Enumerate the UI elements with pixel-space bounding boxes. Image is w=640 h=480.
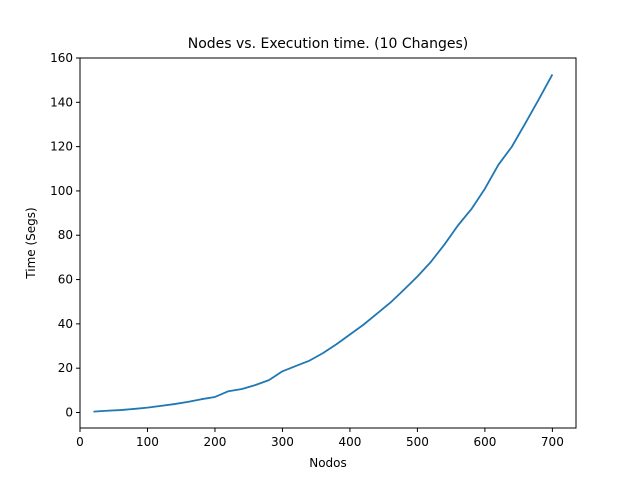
y-axis-ticks: 0 20 40 60 80 100 120 140 160 [50,51,80,419]
x-tick-label: 300 [271,435,294,449]
x-tick-label: 600 [473,435,496,449]
y-tick-label: 60 [58,273,73,287]
x-tick-label: 200 [204,435,227,449]
x-tick-label: 400 [338,435,361,449]
chart-title: Nodes vs. Execution time. (10 Changes) [188,36,469,52]
x-tick-label: 500 [406,435,429,449]
y-tick-label: 120 [50,140,73,154]
y-tick-label: 0 [65,405,73,419]
y-tick-label: 80 [58,228,73,242]
x-tick-label: 0 [76,435,84,449]
y-tick-label: 140 [50,95,73,109]
y-axis-label: Time (Segs) [24,207,38,279]
y-tick-label: 40 [58,317,73,331]
series-line [93,73,554,413]
x-tick-label: 700 [541,435,564,449]
y-tick-label: 20 [58,361,73,375]
y-tick-label: 160 [50,51,73,65]
y-tick-label: 100 [50,184,73,198]
x-axis-label: Nodos [309,456,347,470]
x-axis-ticks: 0 100 200 300 400 500 600 700 [76,428,564,449]
x-tick-label: 100 [136,435,159,449]
plot-area [79,57,577,429]
